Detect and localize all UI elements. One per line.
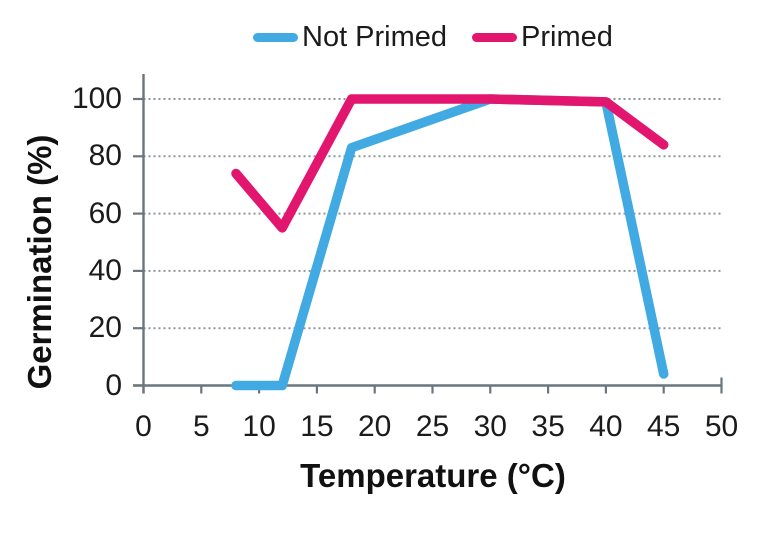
legend-label-not-primed: Not Primed [302, 21, 448, 53]
x-tick-label: 0 [135, 410, 152, 443]
x-tick-label: 35 [531, 410, 565, 443]
y-tick-label: 40 [88, 253, 122, 287]
x-tick-label: 40 [589, 410, 623, 443]
series-line-not-primed [231, 94, 669, 391]
y-tick-label: 20 [88, 311, 122, 345]
x-tick-label: 25 [415, 410, 450, 443]
y-tick-label: 0 [105, 368, 122, 402]
x-tick-label: 20 [358, 410, 392, 443]
x-tick-label: 45 [647, 410, 681, 443]
legend-item-not-primed: Not Primed [253, 21, 448, 54]
legend-swatch-not-primed [253, 33, 298, 43]
legend-swatch-primed [472, 33, 518, 43]
x-tick-label: 15 [300, 410, 334, 443]
legend-item-primed: Primed [472, 21, 613, 54]
x-tick-label: 10 [242, 410, 276, 443]
y-axis-title: Germination (%) [21, 134, 58, 390]
x-tick-label: 30 [473, 410, 507, 443]
series-line-primed [231, 94, 669, 233]
x-tick-label: 5 [192, 410, 210, 443]
y-tick-label: 80 [88, 139, 122, 173]
y-tick-label: 100 [71, 82, 122, 115]
legend: Not Primed Primed [253, 21, 613, 54]
legend-label-primed: Primed [521, 21, 613, 53]
x-tick-label: 50 [704, 410, 739, 443]
x-axis-title: Temperature (°C) [300, 457, 566, 494]
y-tick-label: 60 [88, 196, 122, 230]
